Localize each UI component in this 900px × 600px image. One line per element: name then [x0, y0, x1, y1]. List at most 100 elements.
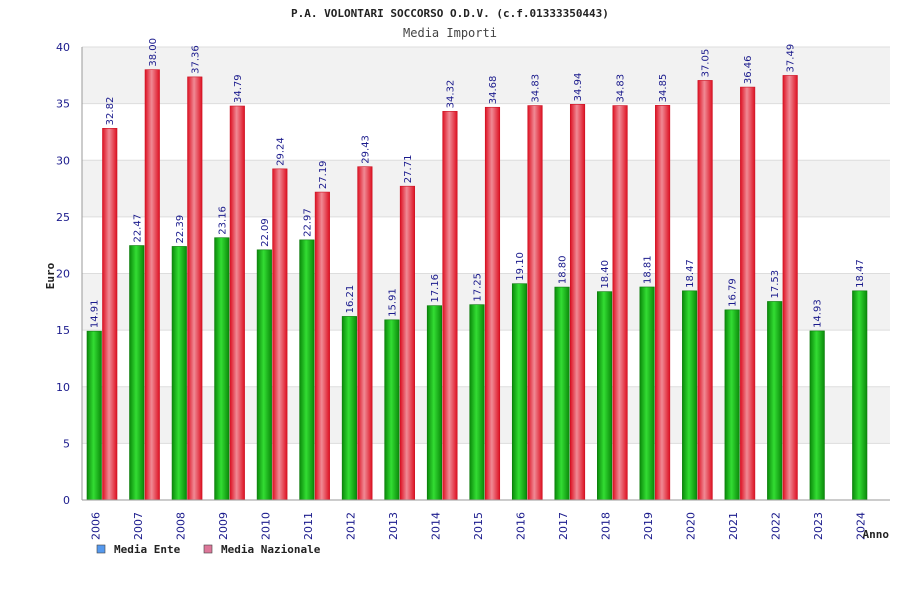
x-tick-label: 2023 [812, 512, 825, 540]
y-axis-ticks: 0 5 10 15 20 25 30 35 40 [56, 41, 70, 507]
data-label: 34.83 [616, 74, 627, 103]
data-label: 19.10 [515, 252, 526, 281]
data-label: 38.00 [148, 38, 159, 67]
y-tick-label: 40 [56, 41, 70, 54]
bar-media-ente [597, 291, 613, 501]
chart-subtitle: Media Importi [403, 26, 497, 40]
bar-media-ente [256, 249, 272, 501]
bar-media-nazionale [484, 106, 501, 501]
x-tick-label: 2008 [174, 512, 187, 540]
data-label: 27.71 [403, 155, 414, 184]
data-label: 15.91 [387, 288, 398, 317]
y-tick-label: 15 [56, 324, 70, 337]
y-tick-label: 0 [63, 494, 70, 507]
x-tick-label: 2012 [344, 512, 357, 540]
data-label: 34.68 [488, 76, 499, 105]
x-tick-label: 2020 [685, 512, 698, 540]
x-tick-label: 2007 [132, 512, 145, 540]
legend-label-media-ente: Media Ente [114, 543, 181, 556]
data-label: 22.47 [132, 214, 143, 243]
x-tick-label: 2006 [89, 512, 102, 540]
bar-media-nazionale [612, 105, 628, 501]
bar-media-ente [724, 309, 740, 501]
x-axis-ticks: 2006 2007 2008 2009 2010 2011 2012 2013 2014 2015… [89, 512, 867, 540]
data-label: 34.83 [531, 74, 542, 103]
data-label: 17.25 [472, 273, 483, 302]
bar-media-nazionale [272, 168, 288, 501]
bar-media-ente [682, 290, 698, 501]
data-label: 18.47 [855, 259, 866, 288]
data-label: 37.49 [786, 44, 797, 73]
y-tick-label: 25 [56, 211, 70, 224]
data-labels: 14.91 32.82 22.47 38.00 22.39 37.36 23.16 34.79… [90, 38, 866, 328]
legend-swatch-media-nazionale [203, 544, 213, 554]
bar-media-ente [639, 286, 655, 501]
bar-media-ente [384, 319, 400, 501]
bar-media-ente [214, 237, 230, 501]
data-label: 22.97 [302, 208, 313, 237]
data-label: 18.80 [558, 255, 569, 284]
data-label: 18.40 [600, 260, 611, 289]
data-label: 29.24 [275, 137, 286, 166]
data-label: 34.32 [445, 80, 456, 109]
y-tick-label: 5 [63, 437, 70, 450]
plot-band [82, 47, 890, 104]
x-tick-label: 2018 [600, 512, 613, 540]
x-tick-label: 2009 [217, 512, 230, 540]
data-label: 18.47 [685, 259, 696, 288]
data-label: 22.39 [175, 215, 186, 244]
data-label: 36.46 [743, 55, 754, 84]
data-label: 17.53 [770, 270, 781, 299]
bar-media-nazionale [697, 80, 713, 501]
bar-media-ente [299, 239, 315, 501]
y-tick-label: 10 [56, 381, 70, 394]
data-label: 16.21 [345, 285, 356, 314]
bar-media-nazionale [655, 105, 671, 501]
x-tick-label: 2013 [387, 512, 400, 540]
chart-title: P.A. VOLONTARI SOCCORSO O.D.V. (c.f.0133… [291, 7, 609, 20]
y-axis-label: Euro [44, 262, 57, 289]
bar-media-ente [554, 286, 570, 501]
x-tick-label: 2014 [429, 512, 442, 540]
x-tick-label: 2017 [557, 512, 570, 540]
x-tick-label: 2019 [642, 512, 655, 540]
data-label: 14.91 [90, 300, 101, 329]
bar-media-ente [809, 330, 825, 501]
legend: Media Ente Media Nazionale [96, 543, 321, 556]
data-label: 18.81 [643, 255, 654, 284]
y-tick-label: 30 [56, 154, 70, 167]
data-label: 29.43 [360, 135, 371, 164]
x-tick-label: 2011 [302, 512, 315, 540]
data-label: 27.19 [318, 160, 329, 189]
data-label: 37.05 [701, 49, 712, 78]
data-label: 34.85 [658, 74, 669, 103]
data-label: 14.93 [813, 299, 824, 328]
bar-media-ente [852, 290, 868, 501]
data-label: 16.79 [728, 278, 739, 307]
bar-media-ente [341, 316, 357, 501]
bar-media-ente [469, 304, 485, 501]
x-tick-label: 2022 [770, 512, 783, 540]
bar-media-ente [426, 305, 443, 501]
data-label: 37.36 [190, 45, 201, 74]
data-label: 34.94 [573, 73, 584, 102]
legend-label-media-nazionale: Media Nazionale [221, 543, 321, 556]
bar-media-ente [86, 330, 102, 501]
bar-media-ente [171, 246, 187, 501]
data-label: 23.16 [217, 206, 228, 235]
x-axis-label: Anno [863, 528, 890, 541]
bar-media-nazionale [782, 75, 798, 501]
bar-media-nazionale [102, 128, 118, 501]
x-tick-label: 2010 [259, 512, 272, 540]
bar-media-ente [129, 245, 145, 501]
bar-media-nazionale [229, 105, 245, 501]
data-label: 22.09 [260, 218, 271, 247]
x-tick-label: 2024 [855, 512, 868, 540]
x-tick-label: 2016 [515, 512, 528, 540]
bar-media-ente [767, 301, 783, 501]
data-label: 32.82 [105, 97, 116, 126]
x-tick-label: 2021 [727, 512, 740, 540]
y-tick-label: 35 [56, 98, 70, 111]
bar-media-nazionale [740, 86, 756, 501]
bar-media-ente [511, 283, 528, 501]
